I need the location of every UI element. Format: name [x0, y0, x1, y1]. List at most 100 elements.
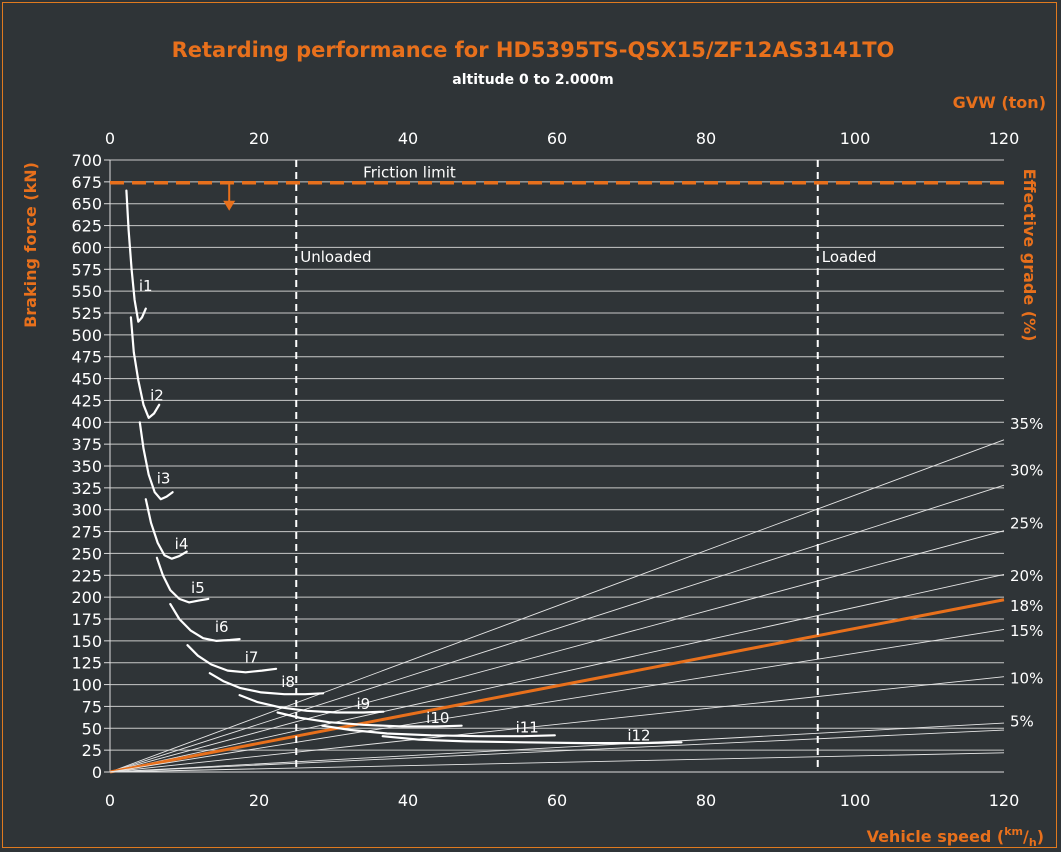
gear-curve [169, 603, 241, 642]
grade-label: 10% [1010, 669, 1043, 687]
grade-label: 20% [1010, 567, 1043, 585]
grade-label: 35% [1010, 415, 1043, 433]
gear-curve [208, 672, 325, 696]
x-tick-label: 20 [249, 791, 269, 810]
gear-curve [381, 735, 683, 745]
gvw-tick-label: 40 [398, 129, 418, 148]
grade-line [109, 573, 1005, 773]
grade-line [109, 752, 1005, 773]
y-tick-label: 575 [71, 260, 102, 279]
friction-limit-arrow-head [223, 200, 236, 211]
y-tick-label: 650 [71, 195, 102, 214]
gear-label: i1 [139, 277, 153, 295]
y-tick-label: 500 [71, 326, 102, 345]
gear-curve [238, 694, 385, 714]
friction-limit-label: Friction limit [363, 164, 456, 182]
y-tick-label: 175 [71, 610, 102, 629]
gear-label: i10 [426, 709, 449, 727]
y-tick-label: 625 [71, 217, 102, 236]
gear-curve [144, 498, 188, 560]
vehicle-speed-label: Vehicle speed [867, 827, 992, 846]
gear-label: i3 [157, 469, 171, 487]
gear-label: i8 [281, 673, 295, 691]
y-tick-label: 125 [71, 654, 102, 673]
y-tick-label: 225 [71, 566, 102, 585]
gear-curve [186, 644, 278, 674]
x-tick-label: 40 [398, 791, 418, 810]
gvw-tick-label: 0 [105, 129, 115, 148]
x-tick-label: 100 [840, 791, 871, 810]
chart-title: Retarding performance for HD5395TS-QSX15… [172, 38, 895, 62]
y-tick-label: 250 [71, 544, 102, 563]
gvw-tick-label: 120 [989, 129, 1020, 148]
y-tick-label: 50 [82, 719, 102, 738]
y-tick-label: 475 [71, 348, 102, 367]
vehicle-speed-axis-title: Vehicle speed (km/h) [867, 825, 1044, 849]
y-tick-label: 200 [71, 588, 102, 607]
grade-line [109, 729, 1005, 773]
y-tick-label: 25 [82, 741, 102, 760]
x-tick-label: 60 [547, 791, 567, 810]
gear-curve [321, 724, 556, 738]
gvw-tick-label: 80 [696, 129, 716, 148]
gvw-tick-label: 100 [840, 129, 871, 148]
x-tick-label: 80 [696, 791, 716, 810]
gear-curve [138, 421, 174, 501]
gvw-marker-label: Unloaded [300, 248, 371, 266]
gear-label: i7 [245, 649, 259, 667]
gear-label: i9 [356, 695, 370, 713]
gvw-tick-label: 20 [249, 129, 269, 148]
gear-label: i12 [627, 727, 650, 745]
grade-label: 18% [1010, 597, 1043, 615]
grade-line [109, 530, 1005, 773]
gear-label: i6 [215, 618, 229, 636]
grade-line [109, 484, 1005, 773]
gvw-axis-title: GVW (ton) [953, 93, 1046, 112]
y-tick-label: 275 [71, 523, 102, 542]
y-tick-label: 675 [71, 173, 102, 192]
y-tick-label: 300 [71, 501, 102, 520]
y-tick-label: 400 [71, 413, 102, 432]
y-tick-label: 375 [71, 435, 102, 454]
gear-curve [125, 189, 147, 323]
gear-curve [276, 711, 463, 728]
grade-label: 5% [1010, 712, 1034, 730]
gear-label: i11 [516, 719, 539, 737]
gear-curve [129, 316, 161, 419]
grade-line [109, 676, 1005, 773]
y-tick-label: 525 [71, 304, 102, 323]
grade-label: 25% [1010, 515, 1043, 533]
y-tick-label: 0 [92, 763, 102, 782]
gear-label: i5 [191, 579, 205, 597]
gvw-tick-label: 60 [547, 129, 567, 148]
grade-line [109, 629, 1005, 773]
y-tick-label: 700 [71, 151, 102, 170]
y-tick-label: 425 [71, 391, 102, 410]
effective-grade-axis-title: Effective grade (%) [1020, 169, 1039, 342]
y-tick-label: 75 [82, 697, 102, 716]
grade-label: 30% [1010, 461, 1043, 479]
y-tick-label: 450 [71, 370, 102, 389]
gear-curve [155, 556, 210, 604]
braking-force-axis-title: Braking force (kN) [21, 162, 40, 328]
x-tick-label: 120 [989, 791, 1020, 810]
grade-label: 15% [1010, 622, 1043, 640]
speed-unit-numerator: km [1004, 825, 1023, 838]
y-tick-label: 550 [71, 282, 102, 301]
chart-subtitle: altitude 0 to 2.000m [452, 72, 613, 88]
grade-line [109, 439, 1005, 773]
gear-label: i2 [150, 386, 164, 404]
y-tick-label: 600 [71, 238, 102, 257]
y-tick-label: 350 [71, 457, 102, 476]
grade-line [109, 722, 1005, 773]
x-tick-label: 0 [105, 791, 115, 810]
y-tick-label: 150 [71, 632, 102, 651]
grade-line [109, 598, 1005, 774]
y-tick-label: 100 [71, 676, 102, 695]
speed-unit-denominator: h [1029, 836, 1037, 849]
y-tick-label: 325 [71, 479, 102, 498]
gvw-marker-label: Loaded [822, 248, 877, 266]
gear-label: i4 [175, 535, 189, 553]
